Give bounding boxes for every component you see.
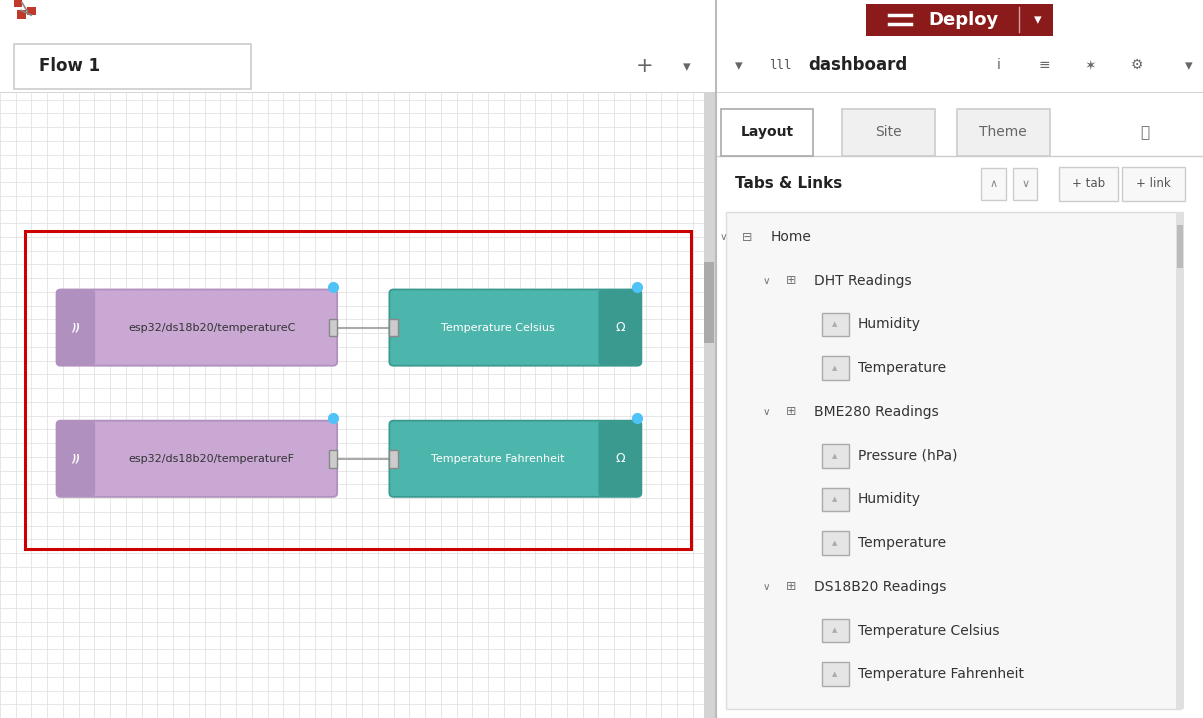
Text: lll: lll <box>770 59 792 72</box>
FancyBboxPatch shape <box>822 356 848 380</box>
FancyBboxPatch shape <box>704 262 715 343</box>
FancyBboxPatch shape <box>1121 167 1185 202</box>
Text: Temperature Fahrenheit: Temperature Fahrenheit <box>858 667 1024 681</box>
FancyBboxPatch shape <box>822 619 848 643</box>
Text: + tab: + tab <box>1072 177 1106 190</box>
Text: ∨: ∨ <box>763 582 771 592</box>
FancyBboxPatch shape <box>1177 225 1183 269</box>
Text: ▲: ▲ <box>832 452 837 459</box>
Text: DS18B20 Readings: DS18B20 Readings <box>814 580 947 594</box>
FancyBboxPatch shape <box>57 289 95 365</box>
Text: Deploy: Deploy <box>928 11 998 29</box>
Text: Flow 1: Flow 1 <box>40 57 101 75</box>
FancyBboxPatch shape <box>1177 212 1184 709</box>
FancyBboxPatch shape <box>822 663 848 686</box>
FancyBboxPatch shape <box>390 319 398 336</box>
FancyBboxPatch shape <box>866 4 1053 36</box>
Text: Home: Home <box>770 230 811 244</box>
Text: ⊞: ⊞ <box>786 406 796 419</box>
FancyBboxPatch shape <box>842 109 935 156</box>
Text: ✶: ✶ <box>1085 58 1097 73</box>
FancyBboxPatch shape <box>1013 168 1037 200</box>
FancyBboxPatch shape <box>721 109 813 156</box>
Text: ▲: ▲ <box>832 628 837 633</box>
Text: Temperature Fahrenheit: Temperature Fahrenheit <box>432 454 565 464</box>
Text: DHT Readings: DHT Readings <box>814 274 912 288</box>
Text: Theme: Theme <box>979 126 1027 139</box>
FancyBboxPatch shape <box>390 450 398 467</box>
Text: Tabs & Links: Tabs & Links <box>735 177 842 192</box>
Text: Temperature: Temperature <box>858 361 947 376</box>
FancyBboxPatch shape <box>57 421 95 497</box>
Text: ∧: ∧ <box>989 179 997 189</box>
FancyBboxPatch shape <box>17 10 25 19</box>
FancyBboxPatch shape <box>57 421 337 497</box>
Text: Site: Site <box>876 126 902 139</box>
Text: ≡: ≡ <box>1139 8 1161 32</box>
Text: ∨: ∨ <box>763 276 771 286</box>
Text: ▲: ▲ <box>832 322 837 327</box>
Text: Ω: Ω <box>615 452 624 465</box>
FancyBboxPatch shape <box>704 93 716 718</box>
FancyBboxPatch shape <box>822 488 848 511</box>
Text: ▲: ▲ <box>832 496 837 503</box>
Text: ⚙: ⚙ <box>1131 58 1144 73</box>
Text: esp32/ds18b20/temperatureC: esp32/ds18b20/temperatureC <box>129 322 296 332</box>
Text: Temperature: Temperature <box>858 536 947 550</box>
FancyBboxPatch shape <box>390 289 641 365</box>
Text: ⤢: ⤢ <box>1140 125 1149 140</box>
FancyBboxPatch shape <box>822 312 848 336</box>
FancyBboxPatch shape <box>598 421 641 497</box>
Text: +: + <box>635 57 653 76</box>
Text: ∨: ∨ <box>719 232 727 242</box>
FancyBboxPatch shape <box>1060 167 1118 202</box>
FancyBboxPatch shape <box>822 531 848 555</box>
FancyBboxPatch shape <box>390 421 641 497</box>
Text: ⊞: ⊞ <box>786 580 796 593</box>
Text: ▲: ▲ <box>832 540 837 546</box>
FancyBboxPatch shape <box>28 7 36 15</box>
FancyBboxPatch shape <box>13 0 22 6</box>
Text: ▾: ▾ <box>1033 12 1042 27</box>
Text: dashboard: dashboard <box>808 56 907 75</box>
Text: Layout: Layout <box>740 126 794 139</box>
Text: Temperature Celsius: Temperature Celsius <box>858 623 1000 638</box>
Text: )): )) <box>71 322 81 332</box>
FancyBboxPatch shape <box>328 319 337 336</box>
Text: ▾: ▾ <box>1185 58 1192 73</box>
Text: Temperature Celsius: Temperature Celsius <box>442 322 555 332</box>
Text: BME280 Readings: BME280 Readings <box>814 405 940 419</box>
FancyBboxPatch shape <box>982 168 1006 200</box>
Text: ▾: ▾ <box>683 59 691 74</box>
Text: )): )) <box>71 454 81 464</box>
Text: ▲: ▲ <box>832 365 837 371</box>
FancyBboxPatch shape <box>57 289 337 365</box>
Text: + link: + link <box>1136 177 1171 190</box>
Text: Humidity: Humidity <box>858 317 921 332</box>
FancyBboxPatch shape <box>956 109 1049 156</box>
Text: esp32/ds18b20/temperatureF: esp32/ds18b20/temperatureF <box>129 454 295 464</box>
Text: Node-RED: Node-RED <box>45 8 178 32</box>
Text: ∨: ∨ <box>1021 179 1030 189</box>
Text: Humidity: Humidity <box>858 493 921 506</box>
FancyBboxPatch shape <box>822 444 848 467</box>
Text: i: i <box>996 58 1001 73</box>
Text: ▾: ▾ <box>735 58 743 73</box>
Text: ∨: ∨ <box>763 407 771 417</box>
FancyBboxPatch shape <box>598 289 641 365</box>
FancyBboxPatch shape <box>328 450 337 467</box>
Text: ⊞: ⊞ <box>786 274 796 287</box>
Text: ⊟: ⊟ <box>742 230 753 243</box>
FancyBboxPatch shape <box>14 44 250 89</box>
FancyBboxPatch shape <box>725 212 1181 709</box>
Text: ▲: ▲ <box>832 671 837 677</box>
Text: Ω: Ω <box>615 321 624 334</box>
Text: ≡: ≡ <box>1039 58 1050 73</box>
Text: Pressure (hPa): Pressure (hPa) <box>858 449 958 462</box>
